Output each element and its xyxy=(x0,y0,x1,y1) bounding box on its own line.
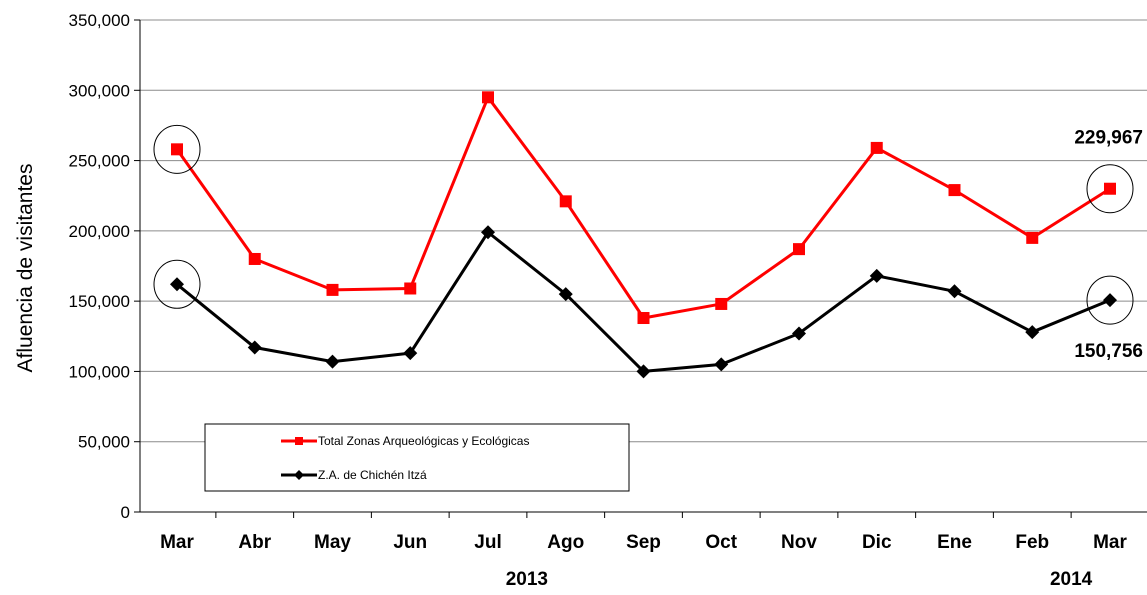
data-point xyxy=(171,143,183,156)
y-tick-label: 250,000 xyxy=(69,152,130,171)
highlight-circle xyxy=(153,259,201,309)
y-axis-label: Afluencia de visitantes xyxy=(14,164,37,373)
x-tick-label: Ago xyxy=(547,532,584,553)
x-tick-label: Ene xyxy=(937,532,972,553)
data-point xyxy=(870,141,883,154)
x-tick-label: Mar xyxy=(1093,532,1127,553)
data-point xyxy=(714,357,729,372)
circle-layer xyxy=(153,124,1134,325)
highlight-circle xyxy=(153,124,201,174)
year-label: 2014 xyxy=(1050,569,1093,590)
data-point xyxy=(403,346,418,361)
x-tick-label: Nov xyxy=(781,532,817,553)
highlight-circle xyxy=(1086,164,1134,214)
data-point xyxy=(248,252,261,265)
data-point xyxy=(170,277,184,292)
data-point xyxy=(482,91,494,104)
data-point xyxy=(1104,182,1116,195)
y-tick-label: 50,000 xyxy=(78,433,130,452)
y-tick-label: 100,000 xyxy=(69,362,130,381)
x-tick-label: Feb xyxy=(1015,532,1049,553)
y-tick-label: 200,000 xyxy=(69,222,130,241)
x-tick-label: Jun xyxy=(393,532,427,553)
x-tick-label: May xyxy=(314,532,351,553)
marker-layer xyxy=(170,91,1117,379)
legend-box xyxy=(204,423,630,492)
x-tick-label: Abr xyxy=(238,532,271,553)
legend-label-chichen: Z.A. de Chichén Itzá xyxy=(318,468,427,482)
x-tick-label: Mar xyxy=(160,532,194,553)
x-tick-label: Sep xyxy=(626,532,661,553)
x-tick-label: Dic xyxy=(862,532,892,553)
data-point xyxy=(326,283,339,296)
data-point xyxy=(948,184,961,197)
x-tick-label: Oct xyxy=(705,532,737,553)
x-tick-label: Jul xyxy=(474,532,501,553)
data-point xyxy=(1025,325,1040,340)
data-point xyxy=(947,284,962,299)
data-point xyxy=(1026,231,1039,244)
series-layer xyxy=(175,95,1111,373)
data-point xyxy=(558,287,573,302)
series-line xyxy=(175,95,1111,320)
data-point xyxy=(325,354,340,369)
data-point xyxy=(636,364,651,379)
data-point xyxy=(404,282,417,295)
data-label: 229,967 xyxy=(1074,128,1143,149)
data-point xyxy=(792,326,806,341)
year-label: 2013 xyxy=(506,569,548,590)
y-tick-label: 0 xyxy=(121,503,130,522)
label-layer: 229,967 150,756 xyxy=(1074,128,1143,362)
grid-layer xyxy=(140,19,1147,443)
axis-layer: 0 50,000 100,000 150,000 200,000 250,000 300,0… xyxy=(69,11,1147,590)
data-point xyxy=(559,195,572,208)
data-point xyxy=(637,312,650,325)
y-tick-label: 350,000 xyxy=(69,11,130,30)
y-tick-label: 150,000 xyxy=(69,292,130,311)
series-line xyxy=(176,230,1111,373)
highlight-circle xyxy=(1086,275,1134,325)
data-point xyxy=(1103,293,1117,308)
data-point xyxy=(715,297,728,310)
legend-marker-total xyxy=(295,437,303,445)
data-label: 150,756 xyxy=(1074,341,1143,362)
data-point xyxy=(869,268,884,283)
y-tick-label: 300,000 xyxy=(69,81,130,100)
data-point xyxy=(247,340,262,355)
data-point xyxy=(793,243,805,256)
legend-label-total: Total Zonas Arqueológicas y Ecológicas xyxy=(318,434,529,448)
data-point xyxy=(481,225,495,240)
legend-marker-chichen xyxy=(294,470,304,480)
chart-legend: Total Zonas Arqueológicas y Ecológicas Z… xyxy=(204,423,630,492)
